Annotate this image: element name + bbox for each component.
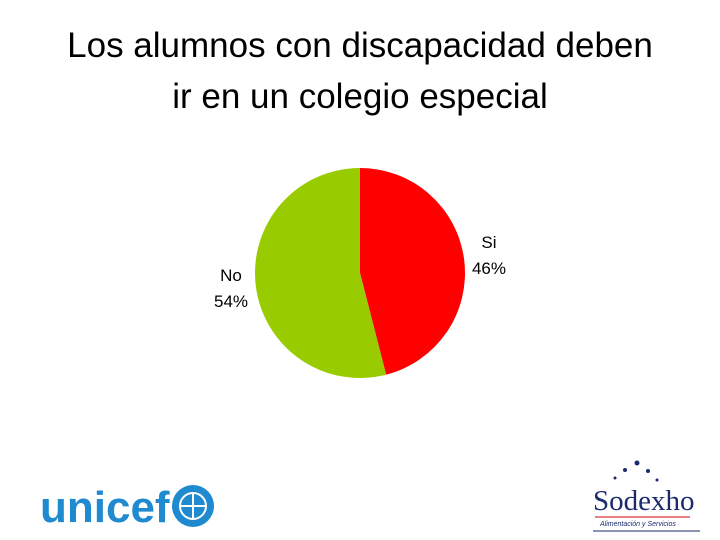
unicef-logo-text: unicef (40, 483, 170, 532)
pie-slice (360, 168, 466, 375)
sodexho-tagline: Alimentación y Servicios (599, 521, 676, 528)
sodexho-stars (613, 460, 659, 482)
sodexho-logo-text: Sodexho (593, 485, 695, 517)
pie-slice (255, 168, 387, 378)
slice-value-label: 54% (214, 292, 248, 311)
unicef-emblem (172, 485, 214, 527)
slice-category-label: Si (481, 233, 496, 252)
chart-title: Los alumnos con discapacidad deben ir en… (67, 26, 653, 116)
pie (255, 168, 466, 378)
slice-category-label: No (220, 266, 242, 285)
slice-value-label: 46% (472, 259, 506, 278)
